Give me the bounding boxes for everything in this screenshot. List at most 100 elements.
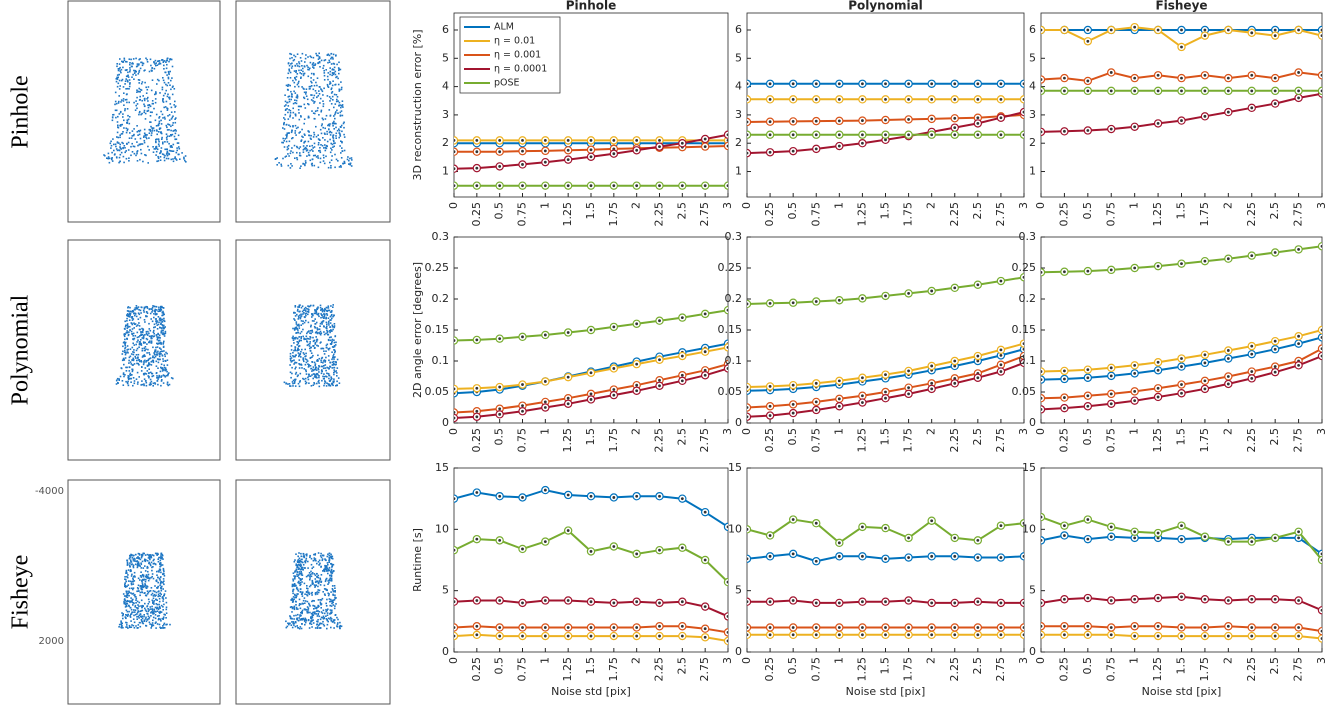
cloud-point xyxy=(135,344,137,346)
cloud-point xyxy=(143,374,145,376)
cloud-point xyxy=(138,88,140,90)
cloud-point xyxy=(141,307,143,309)
cloud-point xyxy=(337,619,339,621)
point-center xyxy=(453,417,456,420)
cloud-point xyxy=(320,88,322,90)
cloud-point xyxy=(156,365,158,367)
cloud-point xyxy=(158,619,160,621)
cloud-point xyxy=(126,122,128,124)
point-center xyxy=(590,184,593,187)
point-center xyxy=(769,120,772,123)
cloud-point xyxy=(303,379,305,381)
cloud-point xyxy=(332,556,334,558)
point-center xyxy=(704,312,707,315)
cloud-point xyxy=(331,63,333,65)
cloud-point xyxy=(311,57,313,59)
point-center xyxy=(453,497,456,500)
cloud-point xyxy=(145,625,147,627)
cloud-point xyxy=(131,322,133,324)
cloud-point xyxy=(307,601,309,603)
cloud-point xyxy=(305,93,307,95)
cloud-point xyxy=(311,314,313,316)
cloud-point xyxy=(127,325,129,327)
point-center xyxy=(1321,336,1324,339)
cloud-point xyxy=(330,165,332,167)
cloud-point xyxy=(135,596,137,598)
cloud-point xyxy=(330,152,332,154)
cloud-point xyxy=(151,557,153,559)
cloud-point xyxy=(155,383,157,385)
cloud-point xyxy=(146,331,148,333)
cloud-point xyxy=(289,364,291,366)
cloud-point xyxy=(303,310,305,312)
cloud-point xyxy=(302,323,304,325)
cloud-point xyxy=(151,606,153,608)
cloud-point xyxy=(315,110,317,112)
cloud-point xyxy=(132,385,134,387)
point-center xyxy=(1157,369,1160,372)
cloud-point xyxy=(290,353,292,355)
cloud-point xyxy=(318,144,320,146)
cloud-point xyxy=(333,604,335,606)
cloud-point xyxy=(154,68,156,70)
cloud-point xyxy=(151,308,153,310)
point-center xyxy=(1227,29,1230,32)
cloud-point xyxy=(158,143,160,145)
cloud-point xyxy=(319,147,321,149)
cloud-point xyxy=(160,63,162,65)
cloud-point xyxy=(138,346,140,348)
cloud-point xyxy=(139,343,141,345)
point-center xyxy=(838,82,841,85)
cloud-point xyxy=(307,338,309,340)
cloud-point xyxy=(313,345,315,347)
cloud-point xyxy=(323,368,325,370)
cloud-point xyxy=(323,147,325,149)
cloud-point xyxy=(173,150,175,152)
point-center xyxy=(498,165,501,168)
cloud-point xyxy=(137,324,139,326)
cloud-point xyxy=(136,560,138,562)
cloud-point xyxy=(305,91,307,93)
cloud-point xyxy=(162,114,164,116)
cloud-point xyxy=(332,58,334,60)
cloud-point xyxy=(133,339,135,341)
cloud-point xyxy=(133,615,135,617)
point-center xyxy=(498,626,501,629)
cloud-point xyxy=(290,150,292,152)
cloud-point xyxy=(294,59,296,61)
cloud-point xyxy=(318,625,320,627)
cloud-point xyxy=(125,61,127,63)
point-center xyxy=(1321,34,1324,37)
cloud-point xyxy=(160,560,162,562)
point-center xyxy=(1063,130,1066,133)
cloud-point xyxy=(288,118,290,120)
point-center xyxy=(681,374,684,377)
legend-label: η = 0.01 xyxy=(494,36,535,47)
point-center xyxy=(1204,89,1207,92)
cloud-point xyxy=(323,616,325,618)
cloud-point xyxy=(134,627,136,629)
cloud-point xyxy=(329,605,331,607)
cloud-point xyxy=(136,378,138,380)
cloud-point xyxy=(281,165,283,167)
cloud-point xyxy=(310,365,312,367)
cloud-point xyxy=(324,588,326,590)
point-center xyxy=(861,133,864,136)
cloud-point xyxy=(149,622,151,624)
cloud-point xyxy=(329,326,331,328)
cloud-point xyxy=(297,614,299,616)
cloud-point xyxy=(153,362,155,364)
cloud-point xyxy=(162,625,164,627)
cloud-point xyxy=(155,62,157,64)
cloud-point xyxy=(295,134,297,136)
cloud-point xyxy=(159,585,161,587)
cloud-point xyxy=(126,158,128,160)
cloud-point xyxy=(337,624,339,626)
cloud-point xyxy=(325,367,327,369)
cloud-point xyxy=(125,381,127,383)
cloud-point xyxy=(328,618,330,620)
cloud-point xyxy=(164,157,166,159)
cloud-point xyxy=(305,381,307,383)
point-center xyxy=(953,286,956,289)
cloud-point xyxy=(138,359,140,361)
